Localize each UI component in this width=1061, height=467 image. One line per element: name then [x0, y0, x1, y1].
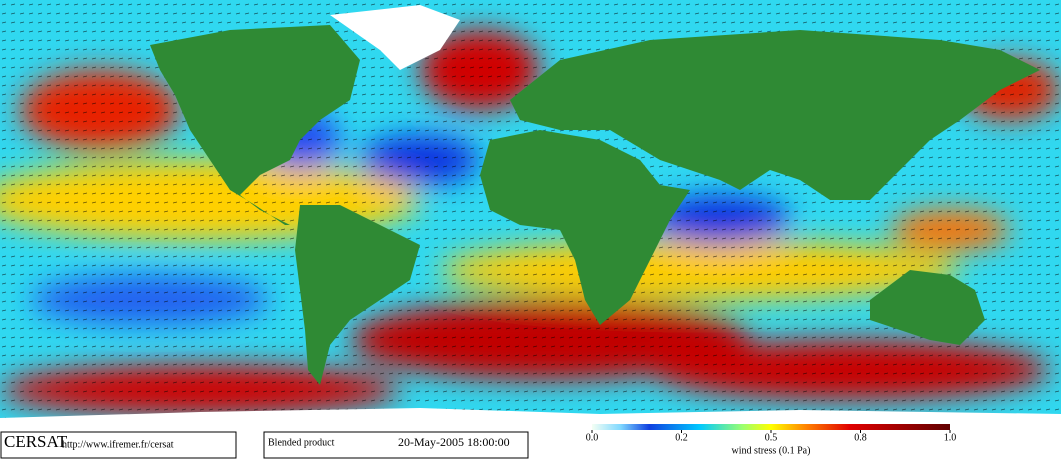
- colorbar-tick-label: 1.0: [944, 432, 957, 443]
- colorbar-tick-label: 0.0: [586, 432, 599, 443]
- colorbar-tick-label: 0.8: [854, 432, 867, 443]
- footer-bg: [0, 430, 1061, 462]
- url: http://www.ifremer.fr/cersat: [62, 439, 174, 450]
- product-box: [263, 431, 529, 459]
- land: [150, 25, 1040, 385]
- colorbar-label: wind stress (0.1 Pa): [732, 445, 811, 456]
- datetime: 20-May-2005 18:00:00: [398, 435, 510, 449]
- colorbar: [592, 424, 950, 430]
- product: Blended product: [268, 437, 335, 448]
- logo-box: [0, 431, 237, 459]
- logo: CERSAT: [4, 432, 68, 451]
- colorbar-tick-label: 0.5: [765, 432, 778, 443]
- colorbar-tick-label: 0.2: [675, 432, 688, 443]
